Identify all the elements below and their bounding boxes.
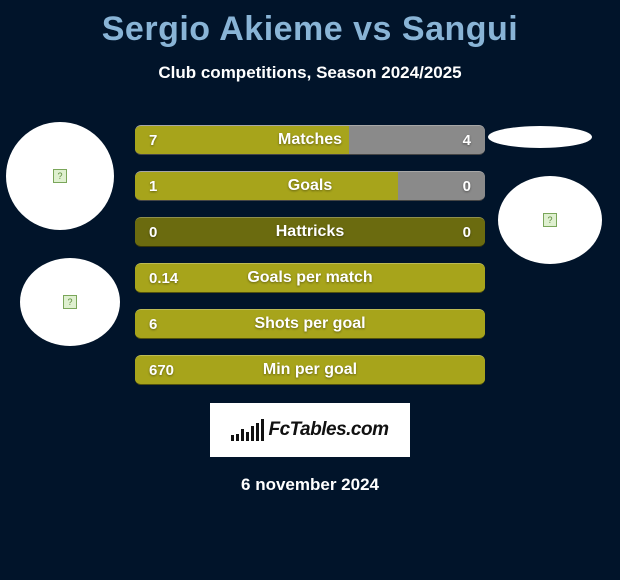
stat-row: 10Goals: [135, 171, 485, 201]
stat-row: 00Hattricks: [135, 217, 485, 247]
date-label: 6 november 2024: [0, 475, 620, 495]
logo-text: FcTables.com: [268, 419, 388, 441]
broken-image-icon: ?: [543, 213, 557, 227]
subtitle: Club competitions, Season 2024/2025: [0, 63, 620, 83]
stat-fill-right: [398, 172, 486, 200]
stat-value-right: 0: [463, 218, 471, 246]
avatar-circle: ?: [20, 258, 120, 346]
stat-value-left: 6: [149, 310, 157, 338]
stat-value-right: 4: [463, 126, 471, 154]
broken-image-icon: ?: [63, 295, 77, 309]
decorative-ellipse: [488, 126, 592, 148]
stat-row: 6Shots per goal: [135, 309, 485, 339]
stat-fill-left: [135, 218, 310, 246]
avatar-circle: ?: [498, 176, 602, 264]
stats-container: 74Matches10Goals00Hattricks0.14Goals per…: [135, 125, 485, 385]
stat-row: 670Min per goal: [135, 355, 485, 385]
stat-value-left: 0: [149, 218, 157, 246]
stat-value-left: 670: [149, 356, 174, 384]
stat-fill-left: [135, 172, 398, 200]
stat-row: 0.14Goals per match: [135, 263, 485, 293]
logo-box: FcTables.com: [210, 403, 410, 457]
stat-value-left: 7: [149, 126, 157, 154]
logo-bars-icon: [231, 419, 264, 441]
stat-fill-left: [135, 126, 349, 154]
stat-value-right: 0: [463, 172, 471, 200]
stat-fill-right: [310, 218, 485, 246]
page-title: Sergio Akieme vs Sangui: [0, 0, 620, 49]
stat-fill-left: [135, 356, 485, 384]
stat-fill-left: [135, 264, 485, 292]
stat-value-left: 0.14: [149, 264, 178, 292]
stat-fill-left: [135, 310, 485, 338]
avatar-circle: ?: [6, 122, 114, 230]
stat-value-left: 1: [149, 172, 157, 200]
stat-row: 74Matches: [135, 125, 485, 155]
broken-image-icon: ?: [53, 169, 67, 183]
